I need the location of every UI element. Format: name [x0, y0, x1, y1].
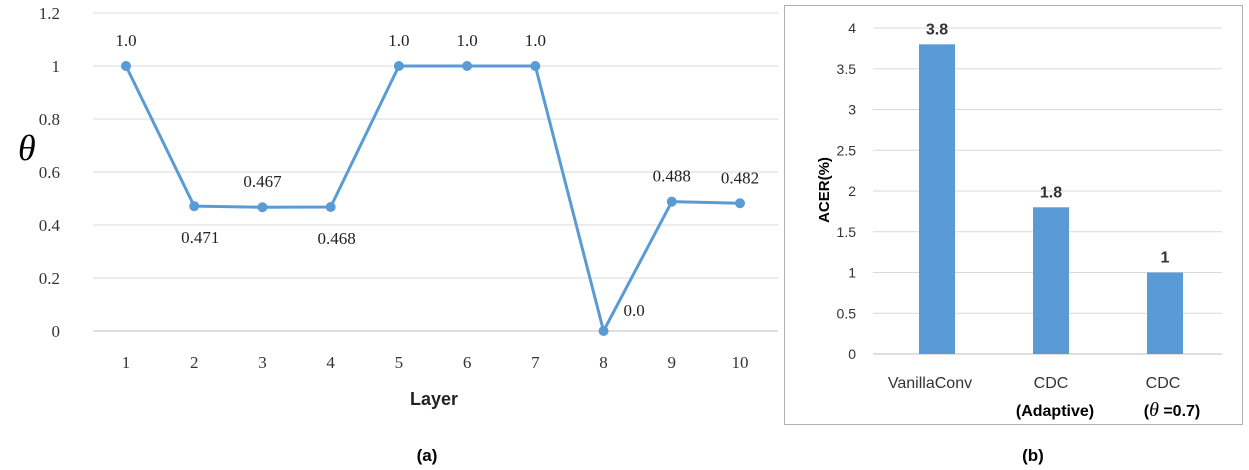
line-y-tick: 0.2 — [39, 269, 60, 288]
bars — [919, 44, 1183, 355]
bar-data-label: 1 — [1161, 250, 1170, 267]
line-x-tick: 8 — [599, 353, 608, 372]
line-data-label: 0.467 — [243, 172, 282, 191]
line-data-label: 0.468 — [318, 229, 356, 248]
bar-y-tick: 4 — [848, 20, 856, 36]
line-point — [393, 61, 404, 71]
line-point — [257, 202, 268, 213]
line-x-tick: 5 — [395, 353, 404, 372]
bar-data-label: 1.8 — [1040, 184, 1062, 201]
line-data-label: 1.0 — [115, 31, 136, 50]
line-point — [189, 201, 200, 212]
line-x-tick: 10 — [732, 353, 749, 372]
line-y-tick: 1.2 — [39, 4, 60, 23]
bar-y-tick: 1.5 — [837, 224, 857, 240]
line-x-tick: 7 — [531, 353, 540, 372]
line-x-axis-label: Layer — [410, 389, 458, 409]
line-data-label: 0.488 — [653, 167, 691, 186]
line-point — [735, 198, 745, 209]
line-point — [325, 201, 336, 212]
bar-category-label-0: VanillaConv — [888, 375, 972, 392]
bar-y-axis-label: ACER(%) — [816, 157, 833, 223]
line-point — [666, 196, 677, 207]
line-point — [121, 61, 131, 71]
line-point — [462, 61, 473, 71]
line-series — [124, 64, 741, 333]
line-point — [598, 326, 609, 336]
line-y-axis-label: θ — [18, 128, 36, 168]
bar-category-label-2: CDC — [1146, 375, 1181, 392]
bar — [1033, 207, 1069, 354]
bar-y-tick-labels: 0 0.5 1 1.5 2 2.5 3 3.5 4 — [837, 20, 857, 362]
bar-y-tick: 3.5 — [837, 61, 857, 77]
bar-y-tick: 3 — [848, 102, 856, 118]
caption-b: (b) — [1022, 446, 1044, 465]
theta-suffix: =0.7) — [1159, 403, 1200, 420]
bar-category-label-1: CDC — [1034, 375, 1069, 392]
line-chart: 0 0.2 0.4 0.6 0.8 1 1.2 1 2 3 4 5 6 7 8 9 10 1.0 0.471 0.… — [18, 4, 778, 409]
line-x-tick: 9 — [668, 353, 677, 372]
line-y-tick: 1 — [52, 57, 61, 76]
line-points — [121, 61, 745, 336]
line-x-tick: 6 — [463, 353, 472, 372]
bar-y-tick: 1 — [848, 265, 856, 281]
line-y-tick: 0.6 — [39, 163, 60, 182]
line-data-label: 0.482 — [721, 168, 759, 187]
bar-category-label-1-sub: (Adaptive) — [1016, 403, 1094, 420]
line-y-tick-labels: 0 0.2 0.4 0.6 0.8 1 1.2 — [39, 4, 61, 341]
line-data-label: 1.0 — [456, 31, 477, 50]
line-x-tick: 3 — [258, 353, 267, 372]
line-data-label: 0.0 — [624, 301, 645, 320]
bar-data-labels: 3.8 1.8 1 — [926, 21, 1170, 266]
line-x-tick: 4 — [326, 353, 335, 372]
bar-category-label-2-sub: (θ =0.7) — [1144, 399, 1201, 421]
bar — [1147, 272, 1183, 354]
line-point — [530, 61, 541, 71]
bar-data-label: 3.8 — [926, 21, 948, 38]
line-data-label: 0.471 — [181, 228, 219, 247]
bar-chart: 0 0.5 1 1.5 2 2.5 3 3.5 4 3.8 1.8 1 ACER(%) Vanill… — [816, 20, 1222, 421]
line-data-labels: 1.0 0.471 0.467 0.468 1.0 1.0 1.0 0.0 0.488 0.482 — [115, 31, 759, 320]
theta-prefix: ( — [1144, 403, 1150, 420]
line-data-label: 1.0 — [525, 31, 546, 50]
bar-y-tick: 2.5 — [837, 142, 857, 158]
line-x-tick: 2 — [190, 353, 199, 372]
line-y-tick: 0 — [52, 322, 61, 341]
bar — [919, 44, 955, 355]
caption-a: (a) — [417, 446, 438, 465]
theta-symbol: θ — [1149, 399, 1159, 421]
bar-y-tick: 2 — [848, 183, 856, 199]
bar-y-tick: 0.5 — [837, 305, 857, 321]
line-x-tick: 1 — [122, 353, 131, 372]
line-data-label: 1.0 — [388, 31, 409, 50]
bar-y-tick: 0 — [848, 346, 856, 362]
line-y-tick: 0.8 — [39, 110, 60, 129]
bar-chart-frame — [784, 5, 1243, 425]
line-x-tick-labels: 1 2 3 4 5 6 7 8 9 10 — [122, 353, 749, 372]
line-y-tick: 0.4 — [39, 216, 61, 235]
